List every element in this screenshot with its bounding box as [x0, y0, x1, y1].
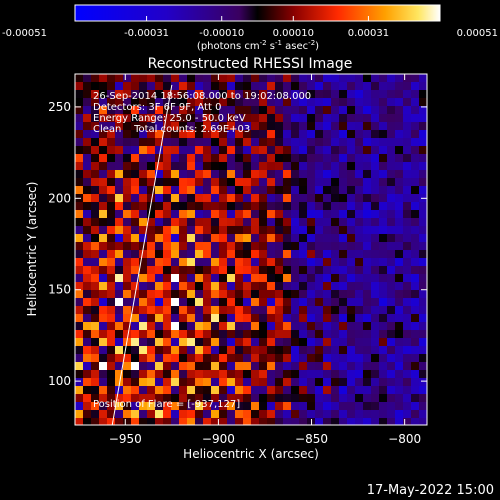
y-axis: 100 150 200 250 [48, 100, 427, 388]
x-tick-label: −850 [295, 432, 328, 446]
annotation-block: 26-Sep-2014 18:56:08.000 to 19:02:08.000… [93, 91, 311, 410]
annotation-detectors: Detectors: 3F 6F 9F, Att 0 [93, 102, 221, 113]
annotation-energy-range: Energy Range: 25.0 - 50.0 keV [93, 113, 246, 124]
colorbar-gradient [75, 5, 440, 21]
y-tick-label: 100 [48, 374, 71, 388]
flare-position-label: Position of Flare = [-937,127] [93, 399, 240, 410]
colorbar: -0.00051 -0.00031 -0.00010 0.00010 0.00031 0.… [2, 4, 498, 52]
x-tick-label: −800 [388, 432, 421, 446]
footer-timestamp: 17-May-2022 15:00 [367, 483, 494, 498]
heatmap-area [75, 74, 427, 425]
colorbar-tick-label: 0.00010 [273, 28, 314, 39]
chart-title: Reconstructed RHESSI Image [148, 56, 353, 72]
annotation-counts: Clean Total counts: 2.69E+03 [93, 124, 250, 135]
x-axis-label: Heliocentric X (arcsec) [183, 447, 319, 461]
y-tick-label: 250 [48, 100, 71, 114]
colorbar-tick-label: -0.00031 [124, 28, 169, 39]
colorbar-tick-label: -0.00051 [2, 28, 47, 39]
y-axis-label: Heliocentric Y (arcsec) [25, 182, 39, 317]
annotation-time-range: 26-Sep-2014 18:56:08.000 to 19:02:08.000 [93, 91, 311, 102]
x-axis: −950 −900 −850 −800 [109, 74, 421, 446]
colorbar-units-label: (photons cm-2 s-1 asec-2) [197, 39, 319, 52]
y-tick-label: 150 [48, 283, 71, 297]
plot-frame [74, 73, 428, 426]
solar-limb-line [111, 84, 173, 425]
x-tick-label: −900 [202, 432, 235, 446]
colorbar-tick-label: 0.00051 [457, 28, 498, 39]
colorbar-tick-label: -0.00010 [199, 28, 244, 39]
x-tick-label: −950 [109, 432, 142, 446]
colorbar-frame [74, 4, 441, 22]
y-tick-label: 200 [48, 191, 71, 205]
colorbar-tick-label: 0.00031 [348, 28, 389, 39]
